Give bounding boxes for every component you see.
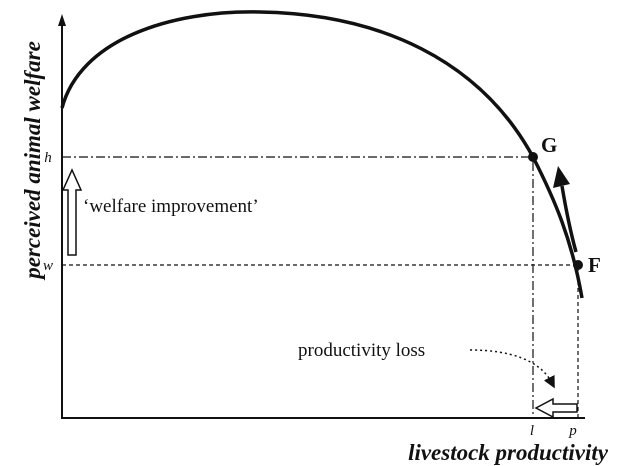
- loss-pointer: [469, 349, 555, 389]
- point-g: [528, 152, 538, 162]
- w-guide: [62, 264, 579, 418]
- loss-label: productivity loss: [298, 340, 425, 361]
- x-tick-l: l: [530, 423, 534, 439]
- y-tick-w: w: [43, 258, 53, 274]
- point-f: [573, 260, 583, 270]
- frontier-curve: [60, 10, 584, 299]
- x-tick-p: p: [568, 423, 577, 439]
- y-axis-arrow: [58, 14, 66, 26]
- welfare-label: ‘welfare improvement’: [83, 196, 259, 217]
- label-f: F: [588, 253, 601, 277]
- label-g: G: [541, 133, 557, 157]
- move-arrow: [560, 185, 578, 253]
- welfare-arrow: [61, 168, 83, 256]
- move-arrow-head: [553, 166, 570, 188]
- x-axis-label: livestock productivity: [408, 440, 609, 465]
- loss-arrow: [534, 397, 578, 419]
- y-tick-h: h: [44, 150, 52, 166]
- y-axis-label: perceived animal welfare: [20, 41, 45, 281]
